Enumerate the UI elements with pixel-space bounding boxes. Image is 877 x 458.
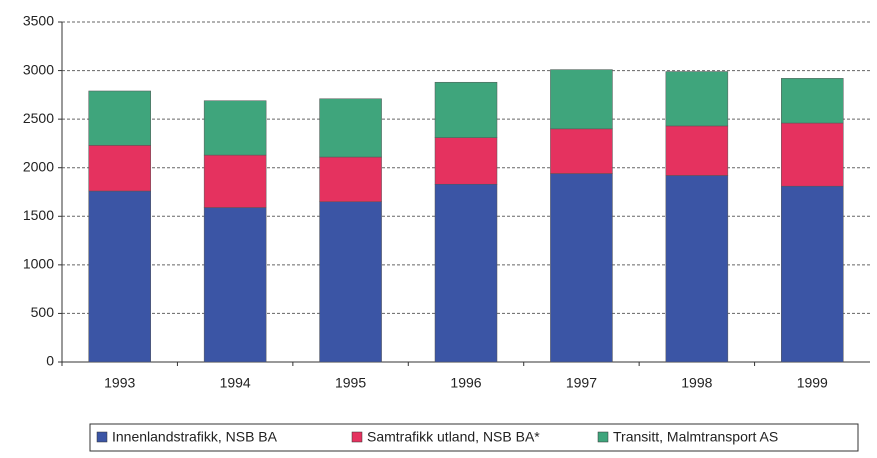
bar-segment [550,173,613,363]
bar-segment [665,125,729,176]
bar-segment [781,122,844,187]
bar-segment [203,207,267,363]
bar-segment [781,78,844,124]
y-tick-label: 1000 [23,256,54,272]
legend-label: Transitt, Malmtransport AS [613,429,778,445]
legend-box [89,423,859,452]
legend-swatch [351,431,363,443]
bar-segment [665,175,729,363]
bar-segment [319,98,382,158]
bar-segment [434,81,498,138]
x-tick-label: 1996 [450,375,481,391]
legend-label: Innenlandstrafikk, NSB BA [112,429,278,445]
y-tick-label: 2500 [23,110,54,126]
bar-segment [203,154,267,208]
y-tick-label: 3000 [23,61,54,77]
y-tick-label: 0 [46,353,54,369]
bar-segment [550,128,613,174]
x-tick-label: 1999 [797,375,828,391]
bar-segment [88,190,151,363]
bar-segment [203,100,267,156]
x-tick-label: 1998 [681,375,712,391]
bar-segment [434,183,498,363]
legend-label: Samtrafikk utland, NSB BA* [367,429,540,445]
x-tick-label: 1995 [335,375,366,391]
x-tick-label: 1997 [566,375,597,391]
legend-swatch [96,431,108,443]
y-tick-label: 500 [31,304,55,320]
bar-segment [550,69,613,130]
bar-segment [665,71,729,127]
y-tick-label: 1500 [23,207,54,223]
x-tick-label: 1993 [104,375,135,391]
bar-segment [88,90,151,146]
y-tick-label: 2000 [23,158,54,174]
legend-swatch [597,431,609,443]
y-tick-label: 3500 [23,13,54,29]
x-tick-label: 1994 [220,375,251,391]
bar-segment [781,185,844,363]
bar-segment [88,145,151,192]
bar-segment [434,137,498,185]
bar-segment [319,156,382,202]
bar-segment [319,201,382,363]
